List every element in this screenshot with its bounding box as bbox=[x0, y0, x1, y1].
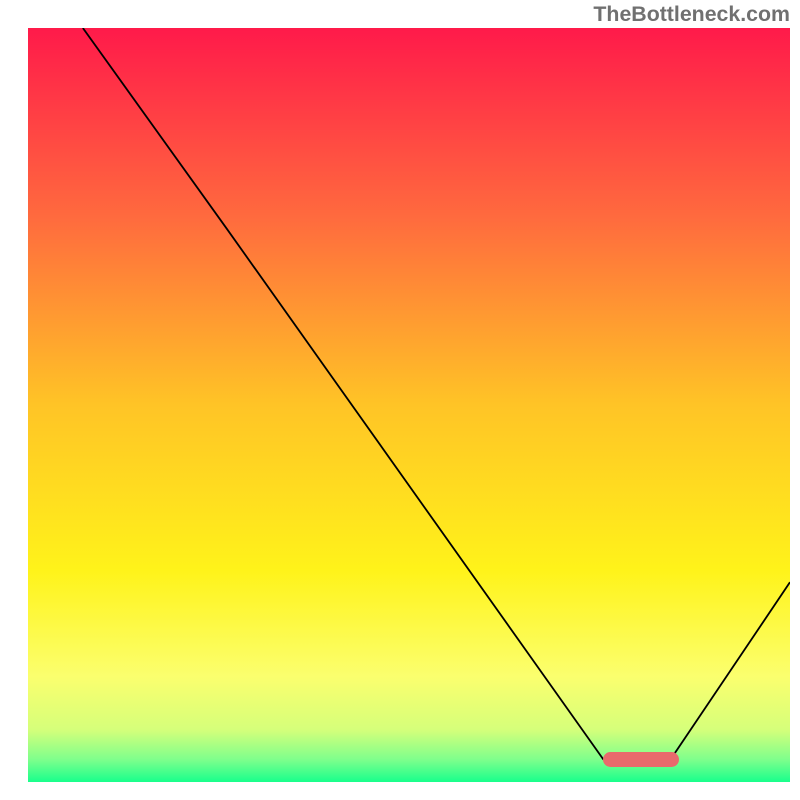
chart-container: TheBottleneck.com bbox=[0, 0, 800, 800]
watermark-text: TheBottleneck.com bbox=[593, 2, 790, 27]
optimal-range-marker bbox=[603, 752, 679, 767]
plot-area bbox=[28, 28, 790, 782]
bottleneck-curve bbox=[28, 28, 790, 782]
